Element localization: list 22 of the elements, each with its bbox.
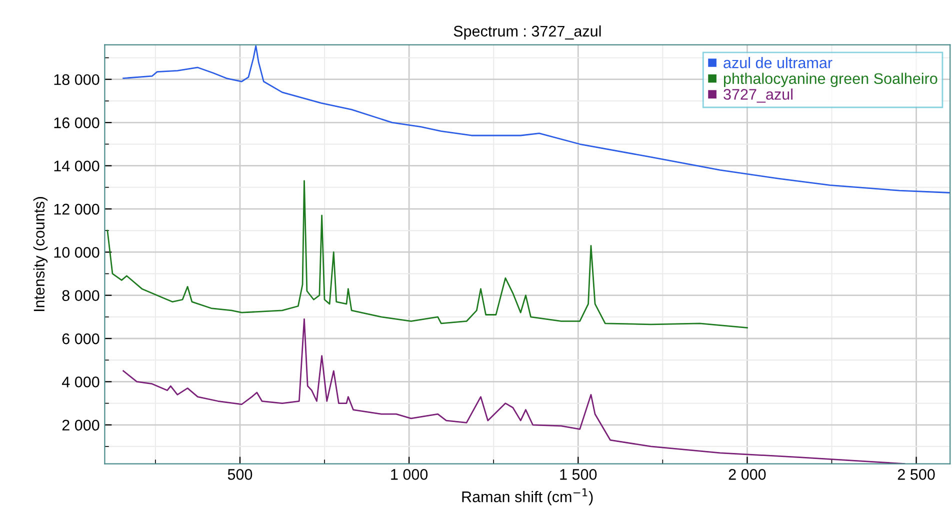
- legend-label: phthalocyanine green Soalheiro: [724, 72, 938, 88]
- y-tick-label: 14 000: [54, 160, 100, 172]
- y-tick-label: 4 000: [62, 376, 100, 388]
- x-axis-title: Raman shift (cm$^{−1}$): [462, 488, 593, 506]
- y-tick-label: 2 000: [62, 420, 100, 431]
- y-tick-label: 18 000: [54, 74, 100, 86]
- x-tick-label: 500: [228, 469, 252, 480]
- y-tick-label: 6 000: [62, 333, 100, 344]
- x-tick-label: 1 000: [391, 469, 428, 480]
- y-tick-label: 16 000: [54, 117, 100, 128]
- y-tick-label: 10 000: [54, 246, 100, 258]
- x-tick-label: 2 500: [898, 469, 935, 480]
- line-series: [106, 180, 748, 328]
- y-tick-label: 8 000: [62, 290, 100, 301]
- y-tick-label: 12 000: [54, 204, 100, 215]
- x-tick-label: 1 500: [560, 469, 597, 480]
- legend-label: azul de ultramar: [724, 57, 832, 68]
- y-axis-title: Intensity (counts): [33, 197, 48, 312]
- legend-label: 3727_azul: [724, 88, 792, 103]
- chart-title: Spectrum : 3727_azul: [454, 25, 601, 40]
- line-series: [122, 45, 950, 194]
- x-tick-label: 2 000: [728, 469, 766, 480]
